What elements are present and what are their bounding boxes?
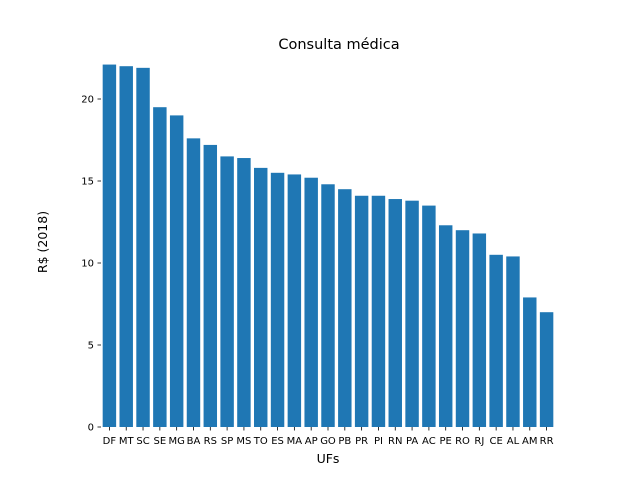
- bar-ap: [304, 177, 318, 427]
- bar-am: [523, 297, 537, 427]
- x-tick-label: MS: [236, 436, 251, 447]
- bar-pb: [338, 189, 352, 427]
- x-tick-label: SE: [154, 436, 167, 447]
- x-tick-label: SC: [136, 436, 149, 447]
- x-tick-label: ES: [271, 436, 284, 447]
- y-axis: 0 5 10 15 20: [81, 95, 101, 434]
- x-tick-label: RO: [455, 436, 470, 447]
- y-tick-label: 15: [81, 177, 94, 188]
- x-tick-label: AL: [507, 436, 520, 447]
- x-tick-label: RS: [204, 436, 217, 447]
- x-tick-label: AC: [422, 436, 436, 447]
- bar-pe: [438, 225, 453, 427]
- y-tick-label: 0: [88, 423, 94, 434]
- bar-se: [153, 107, 167, 427]
- y-tick-label: 5: [88, 341, 94, 352]
- x-tick-label: PI: [374, 436, 383, 447]
- bar-rr: [539, 312, 554, 427]
- y-tick-label: 20: [81, 95, 94, 106]
- bar-mt: [119, 66, 133, 427]
- bar-ac: [422, 205, 436, 427]
- bar-sp: [220, 156, 234, 427]
- y-axis-label: R$ (2018): [35, 211, 50, 273]
- chart-title: Consulta médica: [278, 37, 399, 53]
- bar-sc: [136, 67, 150, 427]
- bar-pi: [371, 195, 386, 427]
- bar-df: [102, 64, 117, 427]
- x-tick-label: DF: [103, 436, 117, 447]
- x-tick-label: TO: [253, 436, 268, 447]
- x-tick-label: MA: [287, 436, 303, 447]
- x-tick-label: PA: [406, 436, 418, 447]
- x-tick-label: RR: [540, 436, 554, 447]
- bar-rs: [203, 144, 218, 428]
- bar-es: [270, 172, 285, 427]
- bar-ma: [287, 174, 302, 427]
- bar-ce: [489, 254, 503, 427]
- x-axis: DF MT SC SE MG BA RS SP MS TO ES MA AP GO PB PR PI RN PA AC…: [103, 427, 554, 447]
- x-tick-label: BA: [187, 436, 201, 447]
- x-axis-label: UFs: [317, 451, 340, 466]
- bar-rj: [472, 233, 487, 427]
- bar-pa: [405, 200, 419, 427]
- bar-to: [254, 167, 268, 427]
- x-tick-label: GO: [320, 436, 336, 447]
- x-tick-label: PB: [338, 436, 351, 447]
- bar-ba: [186, 138, 201, 428]
- x-tick-label: SP: [221, 436, 233, 447]
- y-tick-label: 10: [81, 259, 94, 270]
- bar-rn: [388, 199, 402, 427]
- bar-al: [506, 256, 520, 427]
- x-tick-label: RJ: [474, 436, 484, 447]
- x-tick-label: RN: [388, 436, 402, 447]
- bar-pr: [354, 195, 369, 427]
- x-tick-label: MT: [119, 436, 135, 447]
- x-tick-label: PE: [440, 436, 452, 447]
- bar-mg: [169, 115, 184, 428]
- bar-go: [321, 184, 335, 427]
- bars-group: [102, 64, 554, 428]
- bar-ms: [237, 158, 251, 428]
- x-tick-label: PR: [355, 436, 368, 447]
- x-tick-label: MG: [168, 436, 184, 447]
- x-tick-label: AP: [305, 436, 318, 447]
- bar-ro: [455, 230, 470, 427]
- x-tick-label: AM: [522, 436, 537, 447]
- x-tick-label: CE: [489, 436, 502, 447]
